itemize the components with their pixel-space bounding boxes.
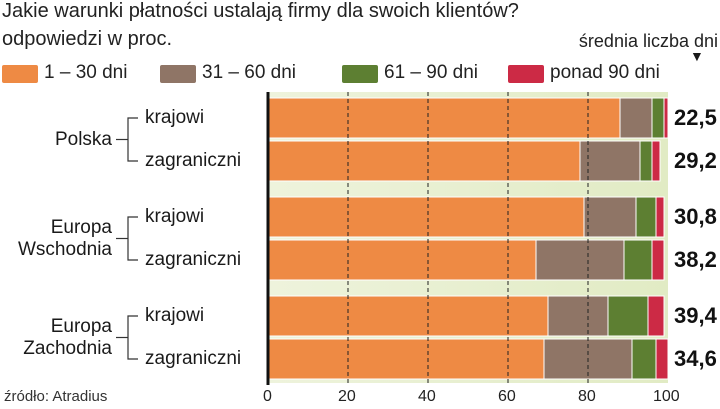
legend-label: 1 – 30 dni — [44, 62, 128, 83]
legend-swatch — [2, 65, 38, 83]
bar-segment — [647, 295, 665, 337]
bar-segment — [655, 338, 669, 380]
group-bracket — [127, 216, 138, 261]
legend-swatch — [160, 65, 196, 83]
bar-segment — [267, 338, 545, 380]
row-label: krajowi — [145, 206, 205, 227]
source-note: źródło: Atradius — [4, 388, 108, 405]
bar-segment — [583, 196, 637, 238]
bar-segment — [651, 239, 665, 281]
bar-segment — [579, 140, 641, 182]
bar-segment — [619, 97, 653, 139]
average-value: 22,5 — [674, 105, 717, 130]
row-label: zagraniczni — [145, 150, 242, 171]
average-value: 34,6 — [674, 346, 717, 371]
group-bracket — [127, 315, 138, 360]
group-label: Polska — [54, 128, 112, 150]
x-tick-label: 80 — [578, 388, 596, 405]
row-label: krajowi — [145, 107, 205, 128]
x-tick-label: 40 — [418, 388, 436, 405]
row-label: zagraniczni — [145, 249, 242, 270]
legend-swatch — [342, 65, 378, 83]
bar-segment — [535, 239, 625, 281]
average-value: 39,4 — [674, 303, 717, 328]
x-tick-label: 0 — [263, 388, 272, 405]
x-tick-label: 60 — [498, 388, 516, 405]
bar-segment — [631, 338, 657, 380]
bar-segment — [651, 140, 661, 182]
bar-segment — [635, 196, 657, 238]
bar-segment — [651, 97, 665, 139]
bar-segment — [267, 97, 621, 139]
bar-segment — [267, 140, 581, 182]
average-value: 30,8 — [674, 204, 717, 229]
group-bracket — [127, 117, 138, 162]
down-arrow-icon: ▼ — [690, 48, 704, 64]
bar-segment — [267, 196, 585, 238]
chart-subtitle: odpowiedzi w proc. — [2, 28, 173, 50]
x-tick-label: 20 — [338, 388, 356, 405]
row-label: krajowi — [145, 305, 205, 326]
bar-segment — [267, 295, 549, 337]
bar-segment — [607, 295, 649, 337]
group-label: Europa Wschodnia — [18, 216, 112, 260]
x-tick-label: 100 — [653, 388, 680, 405]
bar-segment — [655, 196, 665, 238]
bar-segment — [639, 140, 653, 182]
average-days-header: średnia liczba dni — [578, 31, 718, 51]
average-value: 38,2 — [674, 247, 717, 272]
chart-title: Jakie warunki płatności ustalają firmy d… — [2, 0, 519, 22]
legend-label: ponad 90 dni — [550, 62, 660, 83]
group-label: Europa Zachodnia — [23, 315, 112, 359]
legend-label: 31 – 60 dni — [202, 62, 297, 83]
average-value: 29,2 — [674, 148, 717, 173]
row-label: zagraniczni — [145, 348, 242, 369]
legend-label: 61 – 90 dni — [384, 62, 479, 83]
bar-segment — [663, 97, 669, 139]
bar-segment — [267, 239, 537, 281]
bar-segment — [547, 295, 609, 337]
bar-segment — [623, 239, 653, 281]
legend-swatch — [508, 65, 544, 83]
